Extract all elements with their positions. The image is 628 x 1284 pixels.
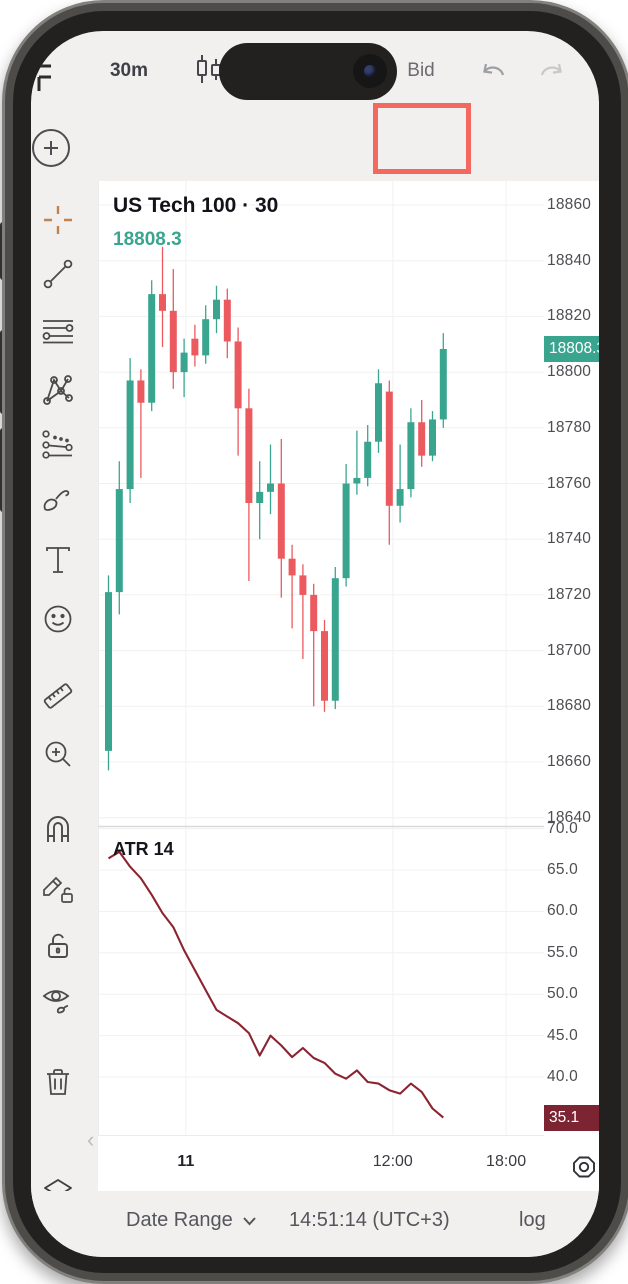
fib-lines-tool[interactable] (39, 313, 77, 351)
bottom-bar: Date Range 14:51:14 (UTC+3) log (31, 1191, 599, 1257)
price-tick-label: 18740 (547, 530, 592, 548)
log-scale-toggle[interactable]: log (519, 1209, 546, 1231)
atr-tick-label: 40.0 (547, 1068, 578, 1085)
price-tick-label: 18720 (547, 585, 592, 603)
time-tick-label: 18:00 (486, 1153, 527, 1170)
add-symbol-button[interactable] (32, 129, 70, 167)
drawing-toolbar (31, 181, 98, 1257)
emoji-tool[interactable] (39, 600, 77, 638)
price-tick-label: 18780 (547, 418, 592, 436)
price-tick-label: 18680 (547, 697, 592, 715)
front-camera (353, 54, 387, 88)
wallpaper-glyph (35, 53, 69, 95)
horizontal-lines-icon (42, 320, 74, 344)
xabcd-pattern-tool[interactable] (39, 371, 77, 409)
time-tick-label: 11 (177, 1153, 195, 1170)
chart-pane[interactable]: US Tech 100 · 30 18808.3 ATR 14 18860 188… (98, 181, 599, 1191)
brush-tool[interactable] (39, 481, 77, 519)
price-tick-label: 18820 (547, 307, 592, 325)
magnet-mode[interactable] (39, 812, 77, 850)
redo-button[interactable] (532, 31, 572, 111)
crosshair-tool[interactable] (39, 201, 77, 239)
phone-screen: US Tech 100 30m (31, 31, 599, 1257)
bid-ask-toggle[interactable]: Bid (387, 31, 455, 111)
time-tick-label: 12:00 (372, 1153, 413, 1170)
interval-label: 30m (109, 60, 149, 81)
collapse-toolbar-chevron[interactable]: ‹ (87, 1127, 95, 1152)
price-tick-label: 18640 (547, 808, 592, 826)
remove-drawings[interactable] (39, 1063, 77, 1101)
brush-icon (43, 490, 70, 511)
atr-tick-label: 55.0 (547, 943, 578, 961)
last-price-text: 18808.3 (113, 229, 182, 250)
bid-highlight-annotation (373, 103, 471, 174)
price-tick-label: 18660 (547, 753, 592, 770)
atr-tick-label: 70.0 (547, 819, 578, 837)
symbol-title[interactable]: US Tech 100 · 30 (113, 194, 279, 217)
crosshair-icon (44, 206, 72, 234)
undo-button[interactable] (473, 31, 513, 111)
last-price-badge: 18808.3 (544, 335, 599, 362)
bid-label: Bid (407, 60, 435, 81)
candlestick-and-atr-plot[interactable] (98, 181, 599, 1136)
magnet-icon (47, 816, 69, 842)
time-axis[interactable]: 11 12:00 18:00 (98, 1136, 599, 1191)
atr-value-badge: 35.1 (544, 1104, 599, 1131)
text-tool[interactable] (39, 541, 77, 579)
pencil-lock-icon (43, 876, 73, 903)
text-icon (46, 547, 70, 573)
dynamic-island (219, 43, 397, 100)
zoom-in-tool[interactable] (39, 735, 77, 773)
trend-line-tool[interactable] (39, 255, 77, 293)
drawing-sync-lock[interactable] (39, 869, 77, 907)
hide-drawings[interactable] (39, 982, 77, 1020)
projection-icon (42, 430, 73, 459)
axis-settings-button[interactable] (570, 1153, 598, 1181)
magnifier-plus-icon (45, 741, 71, 767)
unlocked-padlock-icon (48, 933, 68, 958)
chevron-down-icon (243, 1216, 256, 1225)
plus-icon (44, 141, 58, 155)
gear-icon (573, 1156, 595, 1178)
atr-tick-label: 65.0 (547, 861, 578, 878)
interval-button[interactable]: 30m (100, 31, 158, 111)
ruler-icon (43, 683, 73, 709)
atr-tick-label: 45.0 (547, 1026, 578, 1044)
indicator-label[interactable]: ATR 14 (113, 839, 174, 859)
atr-tick-label: 50.0 (547, 985, 578, 1003)
price-tick-label: 18700 (547, 641, 592, 659)
xabcd-pattern-icon (43, 375, 73, 405)
notification-dot (591, 1213, 599, 1226)
price-tick-label: 18840 (547, 251, 592, 269)
emoji-smiley-icon (44, 605, 72, 633)
price-tick-label: 18800 (547, 363, 592, 381)
session-clock[interactable]: 14:51:14 (UTC+3) (289, 1209, 450, 1231)
price-tick-label: 18860 (547, 196, 592, 213)
atr-tick-label: 60.0 (547, 902, 578, 920)
date-range-label: Date Range (126, 1209, 233, 1231)
chart-toolbar (31, 101, 599, 181)
price-tick-label: 18760 (547, 474, 592, 492)
eye-brush-icon (42, 990, 70, 1014)
camera-lens-icon (364, 65, 376, 77)
projection-tool[interactable] (39, 426, 77, 464)
measure-tool[interactable] (39, 677, 77, 715)
trash-icon (47, 1069, 69, 1095)
trend-line-icon (43, 259, 73, 289)
undo-icon (483, 63, 505, 76)
lock-all-drawings[interactable] (39, 927, 77, 965)
redo-icon (540, 63, 562, 76)
date-range-button[interactable]: Date Range (126, 1209, 257, 1232)
